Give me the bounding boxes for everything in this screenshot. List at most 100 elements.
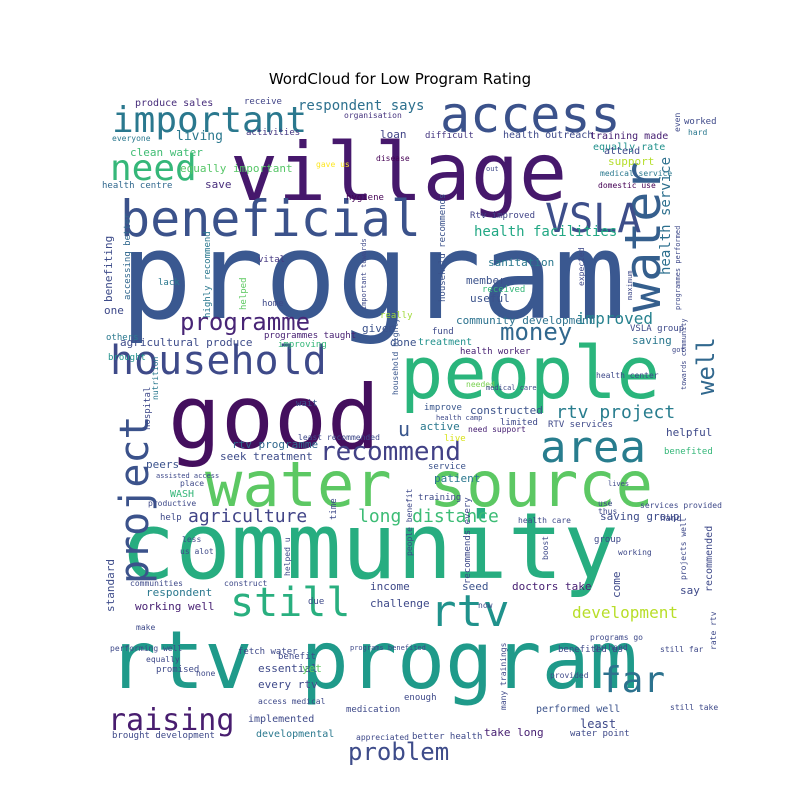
word-developmental: developmental [256,729,334,740]
word-wait: wait [296,399,318,409]
word-one: one [104,304,124,317]
word-helpful: helpful [666,426,712,439]
word-better-health: better health [412,732,482,742]
word-place: place [180,479,204,488]
word-home: home [262,299,284,309]
word-rtv-improved: Rtv improved [470,211,535,221]
word-thus: thus [598,507,617,516]
word-programs-go: programs go [590,633,643,642]
word-doctors-take: doctors take [512,580,591,593]
word-money: money [500,318,572,346]
word-projects-well: projects well [679,517,688,580]
word-still-far: still far [660,645,704,654]
word-rtv-project: rtv project [556,402,675,423]
word-health-care: health care [518,516,571,525]
word-well: well [692,337,720,395]
word-every-rtv: every rtv [258,678,318,691]
word-hospital: hospital [143,387,153,430]
word-us-alot: us alot [180,547,214,556]
word-produce-sales: produce sales [135,98,213,109]
word-promised: promised [156,665,199,675]
word-wash: WASH [170,489,194,500]
word-make: make [136,623,155,632]
word-less: less [182,535,201,544]
word-respondent-says: respondent says [298,98,424,114]
word-lack: lack [158,278,180,288]
word-performed-well: performed well [536,704,620,715]
word-respondent: respondent [146,586,212,599]
word-improve: improve [424,403,462,413]
word-improving: improving [278,340,327,350]
word-helped-u: helped u [283,537,292,576]
word-useful: useful [470,292,510,305]
word-hand: hand [660,514,682,524]
word-challenge: challenge [370,597,430,610]
word-living: living [176,129,223,144]
word-really: really [380,311,413,321]
word-people-benefit: people benefit [405,488,414,556]
word-constructed: constructed [470,404,543,417]
word-organisation: organisation [344,111,402,120]
word-support: support [608,155,654,168]
word-productive: productive [148,499,196,508]
word-working: working [618,548,652,557]
word-fund: fund [432,327,454,337]
word-time: time [329,498,339,520]
word-benefited-us: benefited us [558,645,623,655]
word-community-development: community development [456,314,595,327]
word-health-outreach: health outreach [503,130,593,141]
word-recommended: recommended [704,526,715,592]
word-income: income [370,580,410,593]
word-gave-us: gave us [316,160,350,169]
word-benefited: benefited [664,447,713,457]
word-construct: construct [224,579,268,588]
word-u: u [398,417,410,441]
word-group: group [594,535,621,545]
word-now: now [478,601,493,610]
word-program: program [120,208,626,347]
word-service: service [428,462,466,472]
word-far: far [600,660,665,701]
word-domestic-use: domestic use [598,181,656,190]
word-even: even [673,113,682,132]
word-rtv-program: rtv program [108,614,638,707]
word-patient: patient [434,472,480,485]
word-vsla: VSLA [545,196,641,242]
word-use: use [598,499,613,508]
word-access-medical: access medical [258,697,326,706]
word-programme: programme [180,308,310,336]
word-none: none [196,669,215,678]
word-yet: yet [302,662,322,675]
word-rate-rtv: rate rtv [709,611,718,650]
word-fetch-water: fetch water [238,647,298,657]
word-everyone: everyone [112,134,151,143]
word-boost: boost [541,536,550,560]
word-need: need [110,148,197,189]
word-need-support: need support [468,425,526,434]
word-nutrition: nutrition [151,356,160,400]
word-seek-treatment: seek treatment [220,450,313,463]
word-village: village [230,126,567,219]
word-benefiting: benefiting [102,236,115,302]
word-assisted-access: assisted access [156,472,219,480]
word-take-long: take long [484,726,544,739]
word-still: still [230,580,350,626]
word-training: training [418,493,461,503]
word-disease: disease [376,154,410,163]
word-services-provided: services provided [640,501,722,510]
word-brought: brought [108,353,146,363]
word-rtv-services: RTV services [548,420,613,430]
word-agricultural-produce: agricultural produce [120,336,252,349]
word-least: least [580,717,616,731]
word-health-service: health service [658,157,674,275]
word-attend: attend [604,146,640,157]
word-water: water [614,161,672,312]
word-household-recommends: household recommends [438,194,448,302]
word-important: important [112,100,307,141]
word-still-take: still take [670,703,718,712]
word-go-hand: go hand [594,643,628,652]
word-equally-important: equally important [180,162,293,175]
word-saving: saving [632,334,672,347]
word-recommend: recommend [320,437,461,467]
word-least-recommended: least recommended [298,433,380,442]
